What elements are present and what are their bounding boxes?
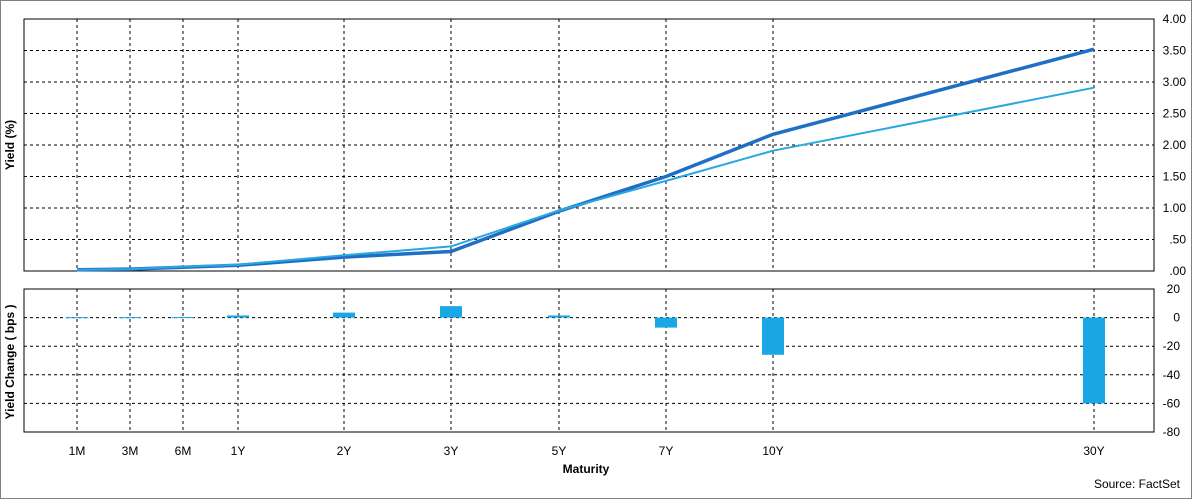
x-axis-title: Maturity [563, 462, 610, 476]
yield-change-y-tick-labels: -80 -60 -40 -20 0 20 [1163, 282, 1181, 439]
yield-change-gridlines [24, 289, 1154, 432]
maturity-tick-label: 10Y [762, 444, 783, 458]
yield-change-bar [762, 317, 784, 355]
yield-change-bar [172, 317, 194, 319]
maturity-tick-label: 5Y [552, 444, 567, 458]
yield-y-tick-label: 2.00 [1163, 138, 1187, 152]
yield-y-tick-label: 4.00 [1163, 12, 1187, 26]
maturity-tick-label: 6M [175, 444, 192, 458]
yield-change-panel: -80 -60 -40 -20 0 20 Yield Change ( bps ) [3, 282, 1180, 439]
yield-y-tick-label: .50 [1169, 233, 1186, 247]
yield-y-tick-label: 3.50 [1163, 44, 1187, 58]
maturity-tick-label: 3Y [444, 444, 459, 458]
yield-y-tick-label: 1.50 [1163, 170, 1187, 184]
yield-change-bar [548, 315, 570, 318]
yield-change-plot-frame [23, 288, 1155, 433]
yield-change-y-tick-label: -40 [1163, 368, 1181, 382]
yield-change-bar [655, 317, 677, 328]
yield-y-tick-label: 3.00 [1163, 75, 1187, 89]
yield-change-y-tick-label: -60 [1163, 396, 1181, 410]
yield-change-y-tick-label: -80 [1163, 425, 1181, 439]
yield-change-y-tick-label: 0 [1173, 311, 1180, 325]
yield-series-line-2 [76, 86, 1095, 271]
maturity-tick-label: 3M [122, 444, 139, 458]
yield-change-y-axis-title: Yield Change ( bps ) [3, 305, 17, 420]
yield-y-tick-label: 1.00 [1163, 201, 1187, 215]
yield-change-y-tick-label: 20 [1167, 282, 1181, 296]
maturity-x-tick-labels: 1M 3M 6M 1Y 2Y 3Y 5Y 7Y 10Y 30Y [69, 444, 1105, 458]
maturity-tick-label: 7Y [659, 444, 674, 458]
yield-change-bar [333, 312, 355, 318]
yield-change-bar [119, 317, 141, 319]
yield-change-bars [66, 306, 1105, 404]
yield-y-axis-title: Yield (%) [3, 120, 17, 170]
yield-change-bar [1083, 317, 1105, 404]
yield-change-y-tick-label: -20 [1163, 339, 1181, 353]
yield-y-tick-label: .00 [1169, 264, 1186, 278]
yield-y-tick-label: 2.50 [1163, 107, 1187, 121]
yield-gridlines [24, 19, 1154, 271]
yield-change-bar [66, 317, 88, 319]
source-note: Source: FactSet [1094, 477, 1181, 491]
yield-panel: .00 .50 1.00 1.50 2.00 2.50 3.00 3.50 4.00 Yield… [3, 12, 1186, 278]
maturity-tick-label: 1M [69, 444, 86, 458]
yield-change-bar [227, 315, 249, 318]
yield-y-tick-labels: .00 .50 1.00 1.50 2.00 2.50 3.00 3.50 4.00 [1163, 12, 1187, 278]
maturity-tick-label: 30Y [1083, 444, 1104, 458]
maturity-tick-label: 1Y [231, 444, 246, 458]
yield-series-lines [76, 47, 1095, 272]
maturity-tick-label: 2Y [337, 444, 352, 458]
yield-change-bar [440, 306, 462, 318]
